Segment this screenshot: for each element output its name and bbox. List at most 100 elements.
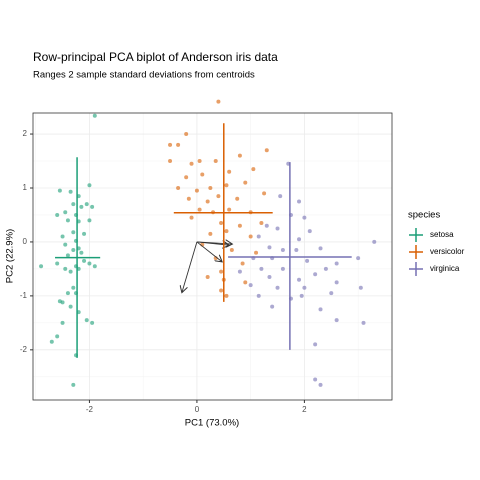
point (189, 161, 194, 166)
point (82, 258, 87, 263)
point (318, 246, 323, 251)
legend-label: setosa (430, 230, 454, 239)
point (237, 223, 242, 228)
point (259, 266, 264, 271)
point (294, 248, 299, 253)
point (39, 264, 44, 269)
point (205, 199, 210, 204)
point (297, 237, 302, 242)
point (313, 272, 318, 277)
point (251, 167, 256, 172)
point (235, 196, 240, 201)
point (237, 153, 242, 158)
point (323, 266, 328, 271)
point (79, 204, 84, 209)
point (302, 285, 307, 290)
x-tick-label: 0 (195, 405, 200, 414)
legend-label: versicolor (430, 247, 465, 256)
point (262, 191, 267, 196)
point (278, 194, 283, 199)
point (264, 148, 269, 153)
point (208, 185, 213, 190)
x-axis-label: PC1 (73.0%) (185, 418, 239, 429)
point (79, 250, 84, 255)
point (87, 183, 92, 188)
point (219, 288, 224, 293)
point (184, 132, 189, 137)
point (302, 215, 307, 220)
point (57, 188, 62, 193)
point (55, 334, 60, 339)
point (197, 159, 202, 164)
loading-arrow (182, 241, 198, 293)
point (186, 196, 191, 201)
point (254, 250, 259, 255)
point (216, 99, 221, 104)
point (84, 202, 89, 207)
point (256, 234, 261, 239)
y-tick-label: 1 (23, 183, 28, 192)
point (280, 266, 285, 271)
plot-border (32, 112, 393, 401)
point (240, 261, 245, 266)
point (71, 202, 76, 207)
point (275, 285, 280, 290)
point (219, 269, 224, 274)
point (307, 229, 312, 234)
y-axis-label: PC2 (22.9%) (5, 229, 16, 283)
point (63, 266, 68, 271)
point (63, 210, 68, 215)
point (334, 318, 339, 323)
point (358, 285, 363, 290)
point (208, 231, 213, 236)
point (55, 212, 60, 217)
point (87, 218, 92, 223)
legend-title: species (408, 210, 440, 221)
point (264, 223, 269, 228)
point (243, 180, 248, 185)
point (299, 293, 304, 298)
point (318, 307, 323, 312)
point (60, 300, 65, 305)
point (71, 230, 76, 235)
point (361, 320, 366, 325)
point (92, 264, 97, 269)
point (92, 113, 97, 118)
point (176, 185, 181, 190)
point (224, 229, 229, 234)
point (297, 277, 302, 282)
point (313, 377, 318, 382)
point (68, 304, 73, 309)
point (82, 231, 87, 236)
point (224, 183, 229, 188)
point (71, 248, 76, 253)
point (63, 242, 68, 247)
point (275, 226, 280, 231)
point (176, 142, 181, 147)
point (65, 253, 70, 258)
x-tick-label: -2 (86, 405, 94, 414)
point (329, 291, 334, 296)
point (313, 342, 318, 347)
point (200, 172, 205, 177)
point (49, 339, 54, 344)
point (68, 269, 73, 274)
point (68, 189, 73, 194)
legend-label: virginica (430, 264, 460, 273)
point (372, 239, 377, 244)
chart-title: Row-principal PCA biplot of Anderson iri… (33, 50, 278, 64)
point (71, 285, 76, 290)
point (197, 207, 202, 212)
y-tick-label: -2 (20, 345, 28, 354)
point (65, 291, 70, 296)
point (184, 175, 189, 180)
point (90, 204, 95, 209)
point (267, 275, 272, 279)
loading-arrow (196, 241, 222, 262)
point (60, 320, 65, 325)
point (65, 218, 70, 223)
point (224, 293, 229, 298)
point (259, 221, 264, 226)
point (87, 261, 92, 266)
point (334, 280, 339, 285)
